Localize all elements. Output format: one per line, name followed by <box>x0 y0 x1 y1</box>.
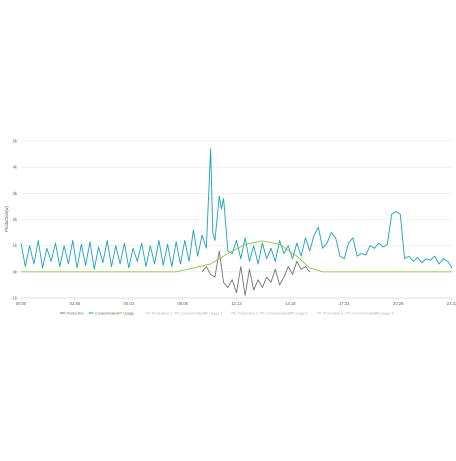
y-tick-label: 1k <box>13 243 18 248</box>
x-tick-label: 17:23 <box>339 301 350 306</box>
legend-item[interactable]: Usage-3 <box>373 311 394 315</box>
y-tick-label: 0k <box>13 269 18 274</box>
x-tick-label: 20:28 <box>393 301 404 306</box>
legend[interactable]: Production Consommation Usage Production-1 C… <box>60 311 394 315</box>
x-tick-label: 05:03 <box>124 301 135 306</box>
y-tick-label: 2k <box>13 217 18 222</box>
y-tick-label: 5k <box>13 139 18 144</box>
y-tick-label: -1k <box>11 296 18 301</box>
legend-label: Consommation-2 <box>266 311 293 315</box>
legend-item[interactable]: Production-2 <box>231 311 258 315</box>
y-tick-label: 4k <box>13 165 18 170</box>
x-tick-label: 08:08 <box>177 301 188 306</box>
legend-item[interactable]: Usage-1 <box>202 311 223 315</box>
x-axis: 00:00 02:56 05:03 08:08 11:13 14:18 17:23 20:28… <box>16 297 456 306</box>
x-tick-label: 23:33 <box>447 301 456 306</box>
legend-item[interactable]: Production-1 <box>145 311 173 315</box>
legend-label: Usage <box>124 311 134 315</box>
legend-label: Consommation-1 <box>181 311 208 315</box>
series-lines <box>20 148 453 296</box>
legend-item[interactable]: Production <box>60 311 84 315</box>
legend-item[interactable]: Production-3 <box>316 311 344 315</box>
legend-label: Usage-1 <box>209 311 223 315</box>
series-line-production <box>201 250 311 296</box>
x-tick-label: 14:18 <box>285 301 296 306</box>
legend-item[interactable]: Usage <box>117 311 134 315</box>
x-tick-label: 00:00 <box>16 301 27 306</box>
series-line-usage <box>21 240 452 273</box>
x-tick-label: 02:56 <box>70 301 81 306</box>
legend-label: Production-1 <box>152 311 172 315</box>
legend-label: Consommation <box>95 311 119 315</box>
y-tick-label: 3k <box>13 191 18 196</box>
legend-label: Usage-2 <box>295 311 309 315</box>
legend-item[interactable]: Usage-2 <box>288 311 308 315</box>
legend-label: Usage-3 <box>380 311 394 315</box>
series-line-consommation <box>20 148 453 270</box>
legend-item[interactable]: Consommation-3 <box>345 311 379 315</box>
grid-lines <box>21 140 452 299</box>
legend-label: Production <box>67 311 84 315</box>
legend-item[interactable]: Consommation-2 <box>259 311 294 315</box>
legend-item[interactable]: Consommation-1 <box>174 311 208 315</box>
y-axis: 5k 4k 3k 2k 1k 0k -1k <box>11 139 18 301</box>
x-tick-label: 11:13 <box>231 301 242 306</box>
legend-label: Production-2 <box>238 311 258 315</box>
y-axis-label: Production(w) <box>4 205 9 231</box>
legend-item[interactable]: Consommation <box>88 311 120 315</box>
legend-label: Consommation-3 <box>352 311 379 315</box>
legend-label: Production-3 <box>323 311 343 315</box>
